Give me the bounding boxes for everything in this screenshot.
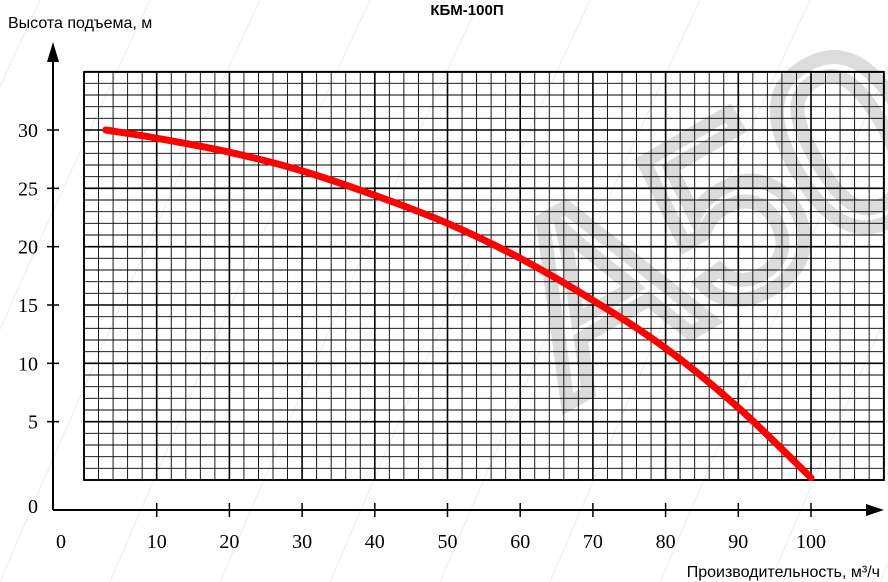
x-tick-label: 30 xyxy=(292,531,312,553)
chart-grid xyxy=(83,70,885,481)
background-stroke xyxy=(769,309,888,582)
series-line xyxy=(102,126,815,482)
background-stroke xyxy=(329,0,591,582)
x-tick-label: 50 xyxy=(438,531,458,553)
y-tick-label: 15 xyxy=(18,295,38,317)
x-tick-label: 70 xyxy=(583,531,603,553)
background-stroke xyxy=(549,0,811,582)
x-tick-label: 10 xyxy=(147,531,167,553)
background-stroke xyxy=(659,67,888,582)
y-tick-label: 25 xyxy=(18,178,38,200)
y-tick-label: 10 xyxy=(18,353,38,375)
x-tick-label: 40 xyxy=(365,531,385,553)
background-stroke xyxy=(0,0,41,88)
chart-title: КБМ-100П xyxy=(430,2,503,19)
x-tick-label: 60 xyxy=(510,531,530,553)
background-stroke xyxy=(219,0,481,582)
background-stroke xyxy=(439,0,701,582)
y-axis-label: Высота подъема, м xyxy=(8,15,152,32)
tick-labels: 0 10 20 30 40 50 60 70 80 90 100 0 5 10 15 20 25 30 xyxy=(18,120,826,553)
x-axis-arrow xyxy=(866,504,884,516)
y-tick-label: 20 xyxy=(18,237,38,259)
x-tick-label: 90 xyxy=(728,531,748,553)
x-tick-label: 0 xyxy=(56,531,66,553)
grid-border xyxy=(83,71,885,481)
series-layer xyxy=(102,126,815,482)
x-tick-label: 100 xyxy=(796,531,826,553)
background-stroke xyxy=(0,0,261,582)
y-tick-label: 5 xyxy=(28,412,38,434)
x-tick-label: 80 xyxy=(656,531,676,553)
background-stroke xyxy=(0,0,151,331)
x-axis-label: Производительность, м³/ч xyxy=(687,564,880,581)
y-tick-label: 30 xyxy=(18,120,38,142)
y-tick-label: 0 xyxy=(28,496,38,518)
chart-axes xyxy=(47,42,884,516)
x-tick-label: 20 xyxy=(219,531,239,553)
y-axis-arrow xyxy=(47,42,59,62)
